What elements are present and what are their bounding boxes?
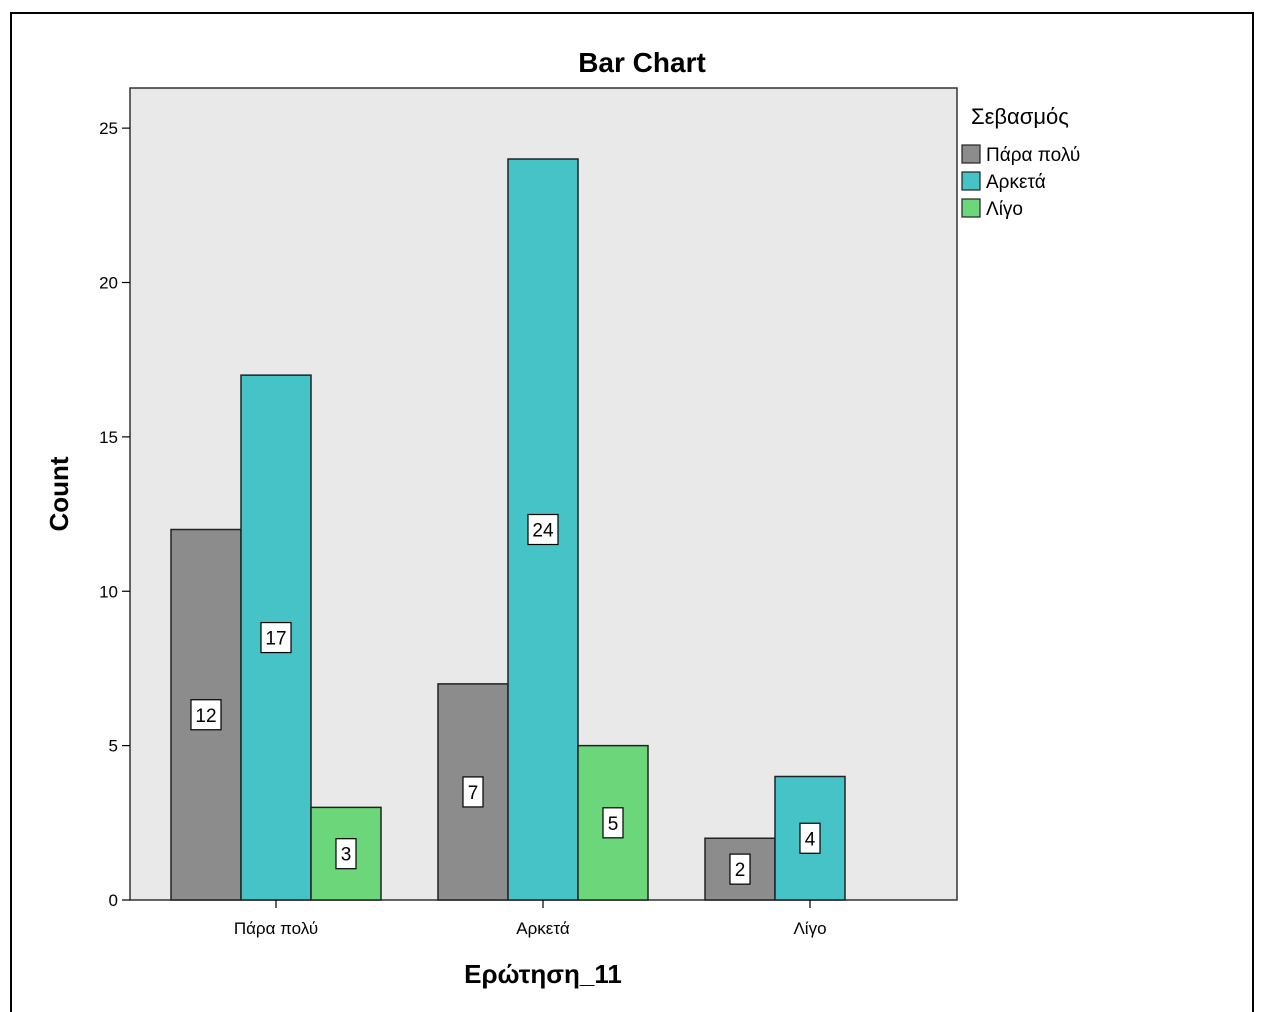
x-axis-title: Ερώτηση_11: [464, 959, 622, 989]
y-tick-label: 0: [109, 891, 118, 910]
data-label-box: [527, 513, 559, 546]
x-axis: Πάρα πολύ Αρκετά Λίγο: [234, 900, 827, 938]
legend-swatch: [961, 198, 981, 218]
y-tick-label: 20: [99, 274, 118, 293]
data-label-box: [462, 776, 484, 808]
x-tick-label: Αρκετά: [516, 919, 570, 938]
y-tick-label: 5: [109, 737, 118, 756]
data-label: 17: [265, 629, 286, 650]
data-label: 12: [195, 706, 216, 727]
legend: Σεβασμός Πάρα πολύ Αρκετά Λίγο: [961, 104, 1080, 220]
y-tick-label: 25: [99, 119, 118, 138]
legend-swatch: [961, 144, 981, 164]
chart-title: Bar Chart: [578, 47, 706, 78]
x-tick-label: Λίγο: [793, 919, 826, 938]
data-label: 4: [805, 829, 816, 850]
data-label-box: [190, 699, 222, 731]
legend-swatch: [961, 171, 981, 191]
data-label-box: [335, 838, 357, 870]
data-label-box: [729, 853, 751, 885]
legend-entry: Αρκετά: [986, 172, 1046, 193]
legend-entry: Πάρα πολύ: [986, 145, 1080, 166]
y-axis-title: Count: [44, 456, 74, 531]
data-label-box: [260, 621, 292, 654]
y-axis: 0 5 10 15 20 25: [99, 119, 130, 910]
data-label-box: [602, 807, 624, 839]
x-tick-label: Πάρα πολύ: [234, 919, 318, 938]
data-label: 3: [341, 845, 352, 866]
data-label: 5: [608, 814, 619, 835]
data-label: 7: [468, 783, 479, 804]
legend-entry: Λίγο: [986, 199, 1023, 220]
data-label: 2: [735, 860, 746, 881]
y-tick-label: 15: [99, 428, 118, 447]
data-label-box: [799, 822, 821, 854]
y-tick-label: 10: [99, 582, 118, 601]
data-label: 24: [532, 521, 554, 542]
legend-title: Σεβασμός: [971, 104, 1069, 129]
